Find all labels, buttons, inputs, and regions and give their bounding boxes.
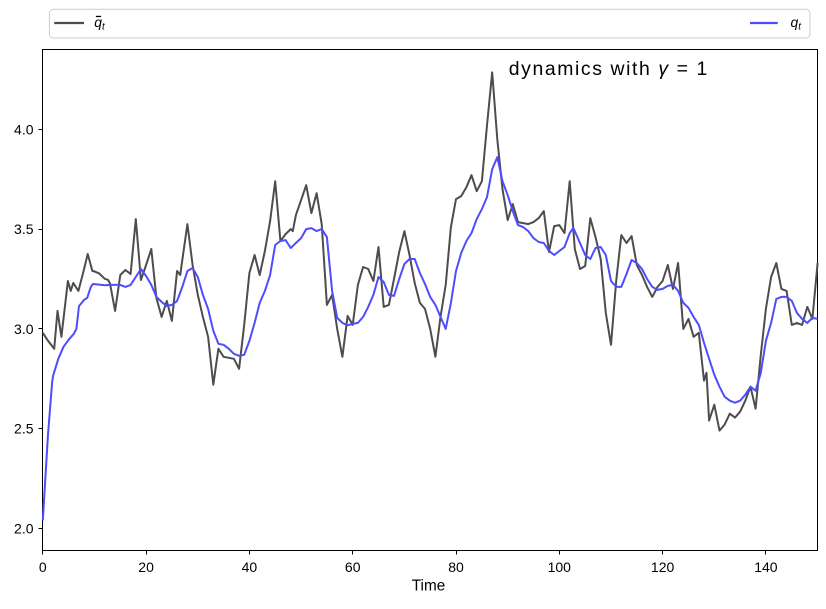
svg-text:100: 100 xyxy=(548,559,572,575)
svg-text:60: 60 xyxy=(345,559,361,575)
svg-text:t: t xyxy=(798,21,802,32)
svg-text:40: 40 xyxy=(242,559,258,575)
svg-text:2.5: 2.5 xyxy=(14,421,34,437)
svg-text:140: 140 xyxy=(754,559,778,575)
svg-text:q: q xyxy=(791,14,799,30)
svg-text:2.0: 2.0 xyxy=(14,520,34,536)
svg-text:q: q xyxy=(94,14,102,30)
svg-text:t: t xyxy=(102,21,106,32)
svg-text:3.0: 3.0 xyxy=(14,321,34,337)
svg-text:3.5: 3.5 xyxy=(14,221,34,237)
svg-text:20: 20 xyxy=(138,559,154,575)
svg-text:Time: Time xyxy=(412,578,445,595)
svg-text:4.0: 4.0 xyxy=(14,121,34,137)
svg-text:dynamics with γ = 1: dynamics with γ = 1 xyxy=(509,58,709,80)
svg-text:80: 80 xyxy=(448,559,464,575)
svg-text:120: 120 xyxy=(651,559,675,575)
svg-text:0: 0 xyxy=(39,559,47,575)
